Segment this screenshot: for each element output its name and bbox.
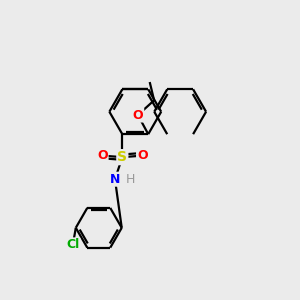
Text: N: N: [110, 173, 120, 186]
Text: O: O: [133, 109, 143, 122]
Text: S: S: [117, 150, 127, 164]
Text: Cl: Cl: [66, 238, 80, 251]
Text: O: O: [97, 149, 108, 162]
Text: O: O: [137, 149, 148, 162]
Text: H: H: [126, 173, 135, 186]
